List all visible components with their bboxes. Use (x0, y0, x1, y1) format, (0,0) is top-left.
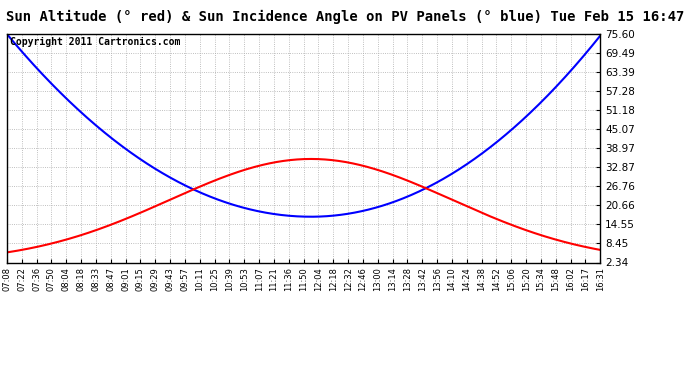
Text: Copyright 2011 Cartronics.com: Copyright 2011 Cartronics.com (10, 37, 180, 47)
Text: Sun Altitude (° red) & Sun Incidence Angle on PV Panels (° blue) Tue Feb 15 16:4: Sun Altitude (° red) & Sun Incidence Ang… (6, 9, 684, 24)
